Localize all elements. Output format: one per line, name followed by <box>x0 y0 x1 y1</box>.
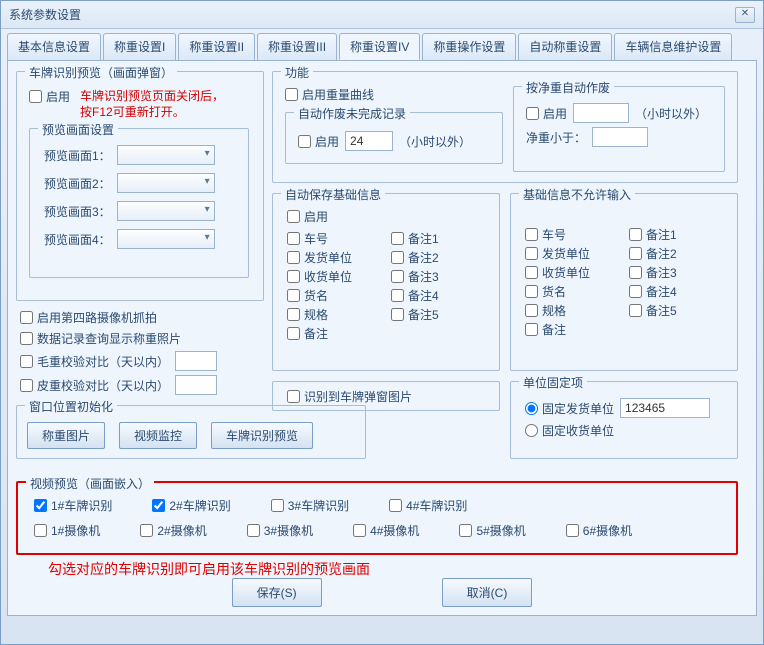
radio-fixed-recv[interactable]: 固定收货单位 <box>525 422 614 439</box>
group-unit-fixed: 单位固定项 固定发货单位 固定收货单位 <box>510 381 738 459</box>
noinput-item-0[interactable]: 车号 <box>525 226 619 243</box>
chk-cam-1[interactable]: 1#摄像机 <box>34 522 100 539</box>
chk-plate-2[interactable]: 2#车牌识别 <box>152 497 230 514</box>
tab-3[interactable]: 称重设置III <box>257 33 337 60</box>
tab-2[interactable]: 称重设置II <box>178 33 255 60</box>
chk-weight-curve[interactable]: 启用重量曲线 <box>285 86 374 103</box>
chk-show-photos[interactable]: 数据记录查询显示称重照片 <box>20 330 181 347</box>
chk-plate-4[interactable]: 4#车牌识别 <box>389 497 467 514</box>
autosave-note-2[interactable]: 备注3 <box>391 268 485 285</box>
tabstrip: 基本信息设置称重设置I称重设置II称重设置III称重设置IV称重操作设置自动称重… <box>1 29 763 60</box>
noinput-item-3[interactable]: 货名 <box>525 283 619 300</box>
autosave-item-1[interactable]: 发货单位 <box>287 249 381 266</box>
autosave-note-3[interactable]: 备注4 <box>391 287 485 304</box>
group-no-input: 基础信息不允许输入 车号备注1发货单位备注2收货单位备注3货名备注4规格备注5备… <box>510 193 738 371</box>
noinput-item-5[interactable]: 备注 <box>525 321 619 338</box>
btn-weigh-image[interactable]: 称重图片 <box>27 422 105 449</box>
group-auto-save: 自动保存基础信息 启用 车号备注1发货单位备注2收货单位备注3货名备注4规格备注… <box>272 193 500 371</box>
input-void-hours[interactable] <box>345 131 393 151</box>
legend: 车牌识别预览（画面弹窗） <box>25 64 177 81</box>
tab-5[interactable]: 称重操作设置 <box>422 33 516 60</box>
noinput-note-4[interactable]: 备注5 <box>629 302 723 319</box>
group-popup-img: 识别到车牌弹窗图片 <box>272 381 500 411</box>
extra-options: 启用第四路摄像机抓拍 数据记录查询显示称重照片 毛重校验对比（天以内） 皮重校验… <box>20 309 264 399</box>
tab-4[interactable]: 称重设置IV <box>339 33 420 60</box>
btn-video-monitor[interactable]: 视频监控 <box>119 422 197 449</box>
noinput-item-2[interactable]: 收货单位 <box>525 264 619 281</box>
chk-cam-3[interactable]: 3#摄像机 <box>247 522 313 539</box>
autosave-note-1[interactable]: 备注2 <box>391 249 485 266</box>
chk-gross-check[interactable]: 毛重校验对比（天以内） <box>20 353 169 370</box>
combo-screen-4[interactable] <box>117 229 215 249</box>
lp-warning: 车牌识别预览页面关闭后， 按F12可重新打开。 <box>80 88 224 120</box>
noinput-item-1[interactable]: 发货单位 <box>525 245 619 262</box>
noinput-note-1[interactable]: 备注2 <box>629 245 723 262</box>
group-win-init: 窗口位置初始化 称重图片 视频监控 车牌识别预览 <box>16 405 366 459</box>
dialog-window: 系统参数设置 ✕ 基本信息设置称重设置I称重设置II称重设置III称重设置IV称… <box>0 0 764 645</box>
chk-cam4[interactable]: 启用第四路摄像机抓拍 <box>20 309 157 326</box>
input-gross-days[interactable] <box>175 351 217 371</box>
autosave-note-0[interactable]: 备注1 <box>391 230 485 247</box>
group-preview-screens: 预览画面设置 预览画面1：预览画面2：预览画面3：预览画面4： <box>29 128 249 278</box>
combo-screen-1[interactable] <box>117 145 215 165</box>
autosave-item-3[interactable]: 货名 <box>287 287 381 304</box>
chk-cam-2[interactable]: 2#摄像机 <box>140 522 206 539</box>
close-icon[interactable]: ✕ <box>735 7 755 23</box>
noinput-note-3[interactable]: 备注4 <box>629 283 723 300</box>
autosave-note-4[interactable]: 备注5 <box>391 306 485 323</box>
cancel-button[interactable]: 取消(C) <box>442 578 533 607</box>
chk-popup-img[interactable]: 识别到车牌弹窗图片 <box>287 388 412 405</box>
tab-7[interactable]: 车辆信息维护设置 <box>614 33 732 60</box>
tab-1[interactable]: 称重设置I <box>103 33 176 60</box>
group-auto-void: 自动作废未完成记录 启用 （小时以外） <box>285 112 503 164</box>
tab-0[interactable]: 基本信息设置 <box>7 33 101 60</box>
input-net-hours[interactable] <box>573 103 629 123</box>
hint-text: 勾选对应的车牌识别即可启用该车牌识别的预览画面 <box>48 559 370 579</box>
chk-plate-1[interactable]: 1#车牌识别 <box>34 497 112 514</box>
titlebar: 系统参数设置 ✕ <box>1 1 763 29</box>
chk-plate-3[interactable]: 3#车牌识别 <box>271 497 349 514</box>
window-title: 系统参数设置 <box>9 6 81 23</box>
save-button[interactable]: 保存(S) <box>232 578 322 607</box>
combo-screen-3[interactable] <box>117 201 215 221</box>
tab-content: 车牌识别预览（画面弹窗） 启用 车牌识别预览页面关闭后， 按F12可重新打开。 … <box>7 60 757 616</box>
chk-tare-check[interactable]: 皮重校验对比（天以内） <box>20 377 169 394</box>
noinput-note-2[interactable]: 备注3 <box>629 264 723 281</box>
autosave-item-0[interactable]: 车号 <box>287 230 381 247</box>
autosave-item-5[interactable]: 备注 <box>287 325 381 342</box>
chk-cam-5[interactable]: 5#摄像机 <box>459 522 525 539</box>
group-function: 功能 启用重量曲线 自动作废未完成记录 启用 （小时以外） 按净重自动作废 <box>272 71 738 183</box>
group-net-void: 按净重自动作废 启用（小时以外） 净重小于： <box>513 86 725 172</box>
group-video-preview: 视频预览（画面嵌入） 1#车牌识别2#车牌识别3#车牌识别4#车牌识别 1#摄像… <box>16 481 738 555</box>
combo-screen-2[interactable] <box>117 173 215 193</box>
chk-net-enable[interactable]: 启用 <box>526 105 567 122</box>
autosave-item-4[interactable]: 规格 <box>287 306 381 323</box>
radio-fixed-send[interactable]: 固定发货单位 <box>525 400 614 417</box>
btn-lp-preview[interactable]: 车牌识别预览 <box>211 422 313 449</box>
group-lp-preview: 车牌识别预览（画面弹窗） 启用 车牌识别预览页面关闭后， 按F12可重新打开。 … <box>16 71 264 301</box>
chk-autosave-enable[interactable]: 启用 <box>287 208 328 225</box>
noinput-note-0[interactable]: 备注1 <box>629 226 723 243</box>
chk-lp-enable[interactable]: 启用 <box>29 88 70 105</box>
input-tare-days[interactable] <box>175 375 217 395</box>
autosave-item-2[interactable]: 收货单位 <box>287 268 381 285</box>
chk-cam-4[interactable]: 4#摄像机 <box>353 522 419 539</box>
noinput-item-4[interactable]: 规格 <box>525 302 619 319</box>
input-fixed-value[interactable] <box>620 398 710 418</box>
input-net-less[interactable] <box>592 127 648 147</box>
chk-auto-void[interactable]: 启用 <box>298 133 339 150</box>
tab-6[interactable]: 自动称重设置 <box>518 33 612 60</box>
chk-cam-6[interactable]: 6#摄像机 <box>566 522 632 539</box>
